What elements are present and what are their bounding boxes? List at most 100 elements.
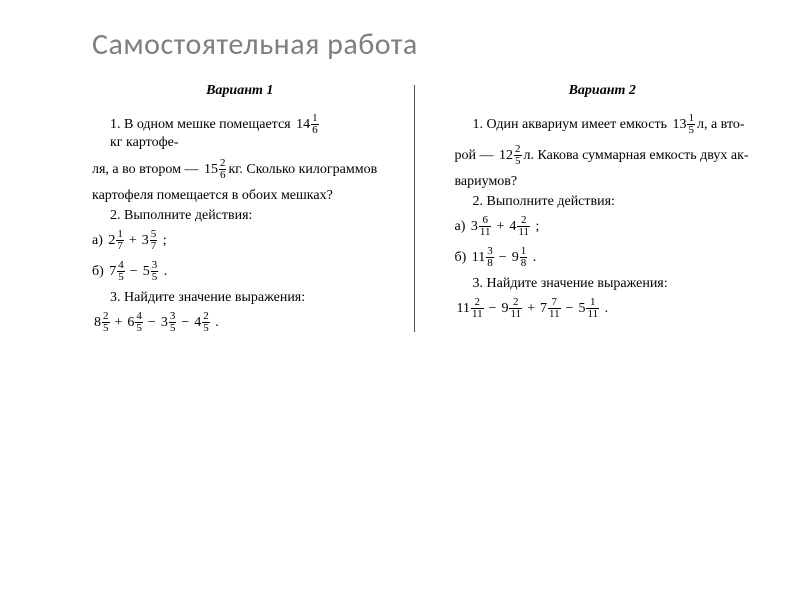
v2-q3-expr: 11 2 11 − 9 2 11 + 7 xyxy=(455,297,751,320)
denominator: 5 xyxy=(687,124,695,136)
numerator: 1 xyxy=(520,246,528,257)
whole: 4 xyxy=(194,316,201,330)
text: л. Какова суммарная емкость двух ак- xyxy=(524,149,749,163)
operator: − xyxy=(566,302,574,316)
denominator: 11 xyxy=(509,308,522,320)
punct: . xyxy=(212,316,219,330)
variant-2: Вариант 2 1. Один аквариум имеет емкость… xyxy=(415,79,751,342)
slide: Самостоятельная работа Вариант 1 1. В од… xyxy=(0,0,800,600)
numerator: 2 xyxy=(514,144,522,155)
v1-q2-b: б) 7 4 5 − 5 3 5 . xyxy=(92,260,388,283)
v2-q3-head: 3. Найдите значение выражения: xyxy=(455,277,751,291)
numerator: 5 xyxy=(150,229,158,240)
v2-q2-a: а) 3 6 11 + 4 2 11 ; xyxy=(455,215,751,238)
fraction: 1 5 xyxy=(687,113,695,136)
text: 1. В одном мешке помещается xyxy=(110,118,294,132)
text: л, а вто- xyxy=(697,118,745,132)
v1-q3-head: 3. Найдите значение выражения: xyxy=(92,291,388,305)
denominator: 5 xyxy=(117,271,125,283)
whole: 3 xyxy=(161,316,168,330)
fraction: 5 7 xyxy=(150,229,158,252)
text: 3. Найдите значение выражения: xyxy=(473,277,668,291)
numerator: 1 xyxy=(589,297,597,308)
mixed-number: 14 1 6 xyxy=(296,113,319,136)
operator: − xyxy=(148,316,156,330)
denominator: 7 xyxy=(116,240,124,252)
whole: 3 xyxy=(142,234,149,248)
operator: − xyxy=(130,265,138,279)
denominator: 11 xyxy=(479,226,492,238)
mixed-number: 11 2 11 xyxy=(457,297,484,320)
v2-q1-line2: рой — 12 2 5 л. Какова суммарная емкость… xyxy=(455,144,751,167)
numerator: 2 xyxy=(474,297,482,308)
label: б) xyxy=(92,265,107,279)
v1-q2-head: 2. Выполните действия: xyxy=(92,209,388,223)
v1-q1-line1: 1. В одном мешке помещается 14 1 6 кг ка… xyxy=(92,113,388,150)
v2-q2-b: б) 11 3 8 − 9 1 8 . xyxy=(455,246,751,269)
whole: 12 xyxy=(499,149,513,163)
text: 3. Найдите значение выражения: xyxy=(110,291,305,305)
operator: − xyxy=(499,251,507,265)
operator: + xyxy=(527,302,535,316)
whole: 8 xyxy=(94,316,101,330)
denominator: 7 xyxy=(150,240,158,252)
fraction: 2 5 xyxy=(102,311,110,334)
operator: − xyxy=(181,316,189,330)
v1-q3-expr: 8 2 5 + 6 4 5 − 3 xyxy=(92,311,388,334)
mixed-number: 11 3 8 xyxy=(472,246,494,269)
whole: 4 xyxy=(509,220,516,234)
punct: . xyxy=(160,265,167,279)
mixed-number: 3 3 5 xyxy=(161,311,177,334)
numerator: 2 xyxy=(219,158,227,169)
label: б) xyxy=(455,251,470,265)
denominator: 6 xyxy=(219,169,227,181)
whole: 9 xyxy=(512,251,519,265)
operator: + xyxy=(115,316,123,330)
v2-q1-line3: вариумов? xyxy=(455,175,751,189)
operator: + xyxy=(496,220,504,234)
v2-q1-line1: 1. Один аквариум имеет емкость 13 1 5 л,… xyxy=(455,113,751,136)
variant-1-title: Вариант 1 xyxy=(92,83,388,99)
variant-2-title: Вариант 2 xyxy=(455,83,751,99)
denominator: 5 xyxy=(514,155,522,167)
fraction: 2 11 xyxy=(471,297,484,320)
fraction: 3 5 xyxy=(169,311,177,334)
denominator: 5 xyxy=(169,322,177,334)
fraction: 2 11 xyxy=(509,297,522,320)
whole: 9 xyxy=(501,302,508,316)
denominator: 5 xyxy=(135,322,143,334)
mixed-number: 13 1 5 xyxy=(672,113,695,136)
punct: . xyxy=(529,251,536,265)
operator: − xyxy=(489,302,497,316)
text: 2. Выполните действия: xyxy=(473,195,615,209)
denominator: 11 xyxy=(586,308,599,320)
fraction: 3 8 xyxy=(486,246,494,269)
variant-1: Вариант 1 1. В одном мешке помещается 14… xyxy=(92,79,414,342)
fraction: 4 5 xyxy=(117,260,125,283)
whole: 2 xyxy=(108,234,115,248)
label: а) xyxy=(455,220,469,234)
mixed-number: 5 1 11 xyxy=(578,297,599,320)
numerator: 3 xyxy=(486,246,494,257)
text: кг. Сколько килограммов xyxy=(228,163,377,177)
v1-q1-line3: картофеля помещается в обоих мешках? xyxy=(92,189,388,203)
fraction: 4 5 xyxy=(135,311,143,334)
numerator: 2 xyxy=(520,215,528,226)
punct: ; xyxy=(159,234,166,248)
whole: 13 xyxy=(672,118,686,132)
whole: 11 xyxy=(457,302,470,316)
fraction: 2 6 xyxy=(219,158,227,181)
numerator: 1 xyxy=(116,229,124,240)
text: кг картофе- xyxy=(110,136,179,150)
text: 2. Выполните действия: xyxy=(110,209,252,223)
v1-q1-line2: ля, а во втором — 15 2 6 кг. Сколько кил… xyxy=(92,158,388,181)
whole: 15 xyxy=(204,163,218,177)
whole: 7 xyxy=(109,265,116,279)
page-title: Самостоятельная работа xyxy=(92,26,750,63)
mixed-number: 15 2 6 xyxy=(204,158,227,181)
numerator: 2 xyxy=(202,311,210,322)
punct: ; xyxy=(532,220,539,234)
text: картофеля помещается в обоих мешках? xyxy=(92,189,333,203)
fraction: 3 5 xyxy=(151,260,159,283)
denominator: 8 xyxy=(486,257,494,269)
